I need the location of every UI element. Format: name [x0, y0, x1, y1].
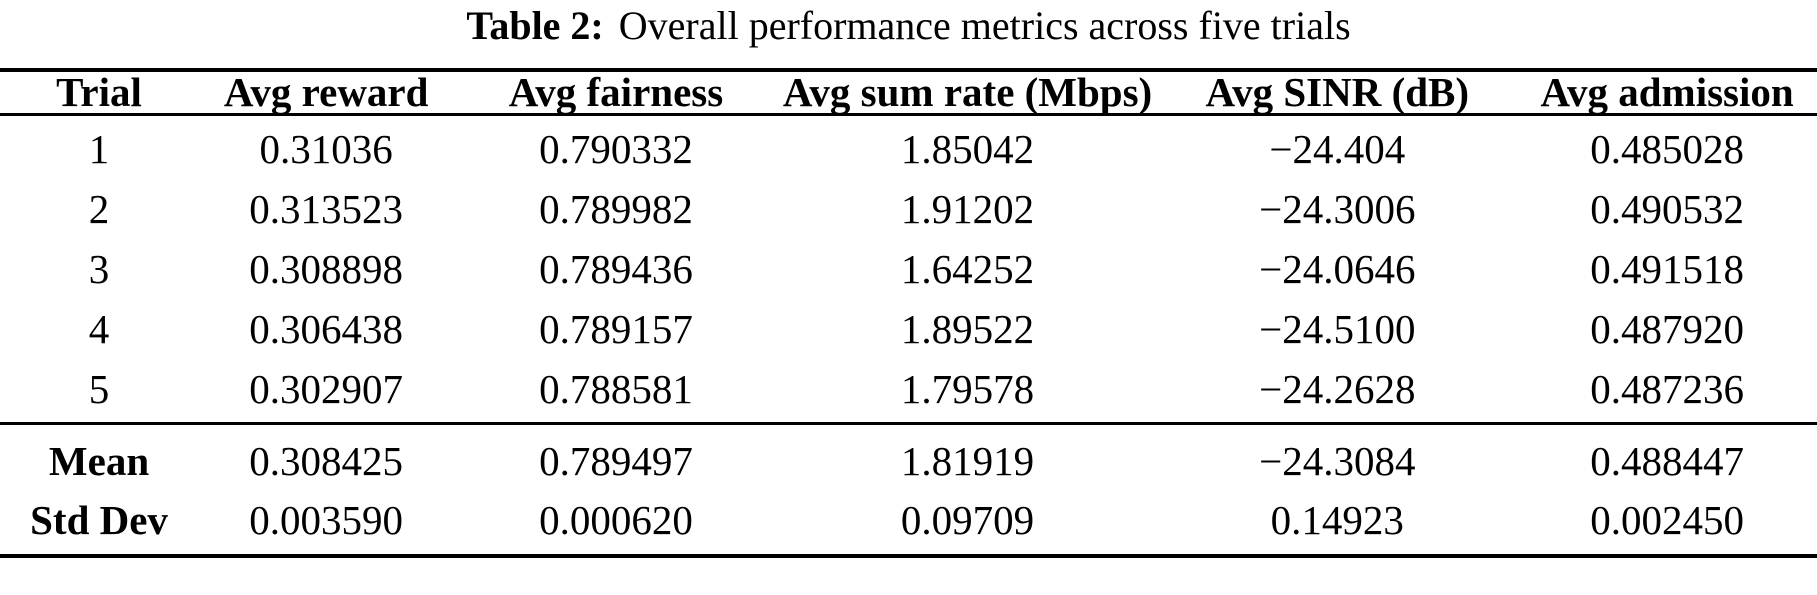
table-row-trial-5: 5 0.302907 0.788581 1.79578 −24.2628 0.4…	[0, 359, 1817, 424]
row-label-stddev: Std Dev	[30, 497, 168, 543]
column-header-avg-reward: Avg reward	[198, 70, 455, 116]
cell-fairness: 0.789982	[539, 186, 693, 232]
cell-reward: 0.302907	[249, 366, 404, 412]
table-row-mean: Mean 0.308425 0.789497 1.81919 −24.3084 …	[0, 422, 1817, 492]
cell-trial: 3	[88, 246, 110, 292]
cell-fairness: 0.789157	[539, 306, 693, 352]
cell-admission: 0.487920	[1590, 306, 1744, 352]
column-header-avg-fairness: Avg fairness	[454, 70, 778, 116]
table-caption-text: Overall performance metrics across five …	[618, 3, 1351, 48]
cell-fairness: 0.789497	[454, 422, 778, 492]
cell-sinr: −24.3006	[1259, 186, 1416, 232]
cell-trial: 4	[88, 306, 110, 352]
column-header-avg-admission: Avg admission	[1517, 70, 1817, 116]
cell-fairness: 0.789436	[539, 246, 693, 292]
cell-admission: 0.488447	[1517, 422, 1817, 492]
cell-sum-rate: 1.85042	[900, 126, 1035, 172]
table-caption-label: Table 2:	[466, 3, 604, 48]
cell-sinr: 0.14923	[1270, 497, 1404, 543]
cell-reward: 0.313523	[249, 186, 404, 232]
cell-fairness: 0.788581	[539, 366, 693, 412]
table-caption: Table 2: Overall performance metrics acro…	[0, 0, 1817, 48]
cell-fairness: 0.790332	[539, 126, 693, 172]
cell-trial: 1	[88, 126, 110, 172]
cell-trial: 5	[88, 366, 110, 412]
cell-sum-rate: 0.09709	[900, 497, 1035, 543]
column-header-avg-sinr: Avg SINR (dB)	[1157, 70, 1518, 116]
cell-sinr: −24.0646	[1259, 246, 1416, 292]
cell-sum-rate: 1.64252	[900, 246, 1035, 292]
cell-sum-rate: 1.91202	[900, 186, 1035, 232]
cell-sum-rate: 1.81919	[777, 422, 1158, 492]
cell-admission: 0.490532	[1590, 186, 1744, 232]
header-row: Trial Avg reward Avg fairness Avg sum ra…	[0, 70, 1817, 116]
cell-reward: 0.31036	[259, 126, 393, 172]
table-row-trial-3: 3 0.308898 0.789436 1.64252 −24.0646 0.4…	[0, 239, 1817, 299]
cell-reward: 0.003590	[249, 497, 404, 543]
cell-reward: 0.308898	[249, 246, 404, 292]
column-header-avg-sum-rate: Avg sum rate (Mbps)	[777, 70, 1158, 116]
table-row-trial-4: 4 0.306438 0.789157 1.89522 −24.5100 0.4…	[0, 299, 1817, 359]
column-header-trial: Trial	[0, 70, 199, 116]
cell-reward: 0.306438	[249, 306, 404, 352]
cell-sum-rate: 1.79578	[900, 366, 1035, 412]
table-row-stddev: Std Dev 0.003590 0.000620 0.09709 0.1492…	[0, 492, 1817, 556]
table-row-trial-2: 2 0.313523 0.789982 1.91202 −24.3006 0.4…	[0, 179, 1817, 239]
cell-sinr: −24.2628	[1259, 366, 1416, 412]
cell-admission: 0.491518	[1590, 246, 1744, 292]
row-label-mean: Mean	[0, 422, 199, 492]
cell-fairness: 0.000620	[539, 497, 693, 543]
cell-admission: 0.002450	[1590, 497, 1744, 543]
cell-reward: 0.308425	[198, 422, 455, 492]
cell-sinr: −24.404	[1269, 126, 1406, 172]
table-row-trial-1: 1 0.31036 0.790332 1.85042 −24.404 0.485…	[0, 115, 1817, 180]
cell-sinr: −24.3084	[1157, 422, 1518, 492]
cell-trial: 2	[88, 186, 110, 232]
cell-sum-rate: 1.89522	[900, 306, 1035, 352]
performance-metrics-table: Trial Avg reward Avg fairness Avg sum ra…	[0, 68, 1817, 558]
cell-sinr: −24.5100	[1259, 306, 1416, 352]
cell-admission: 0.487236	[1590, 366, 1744, 412]
cell-admission: 0.485028	[1590, 126, 1744, 172]
